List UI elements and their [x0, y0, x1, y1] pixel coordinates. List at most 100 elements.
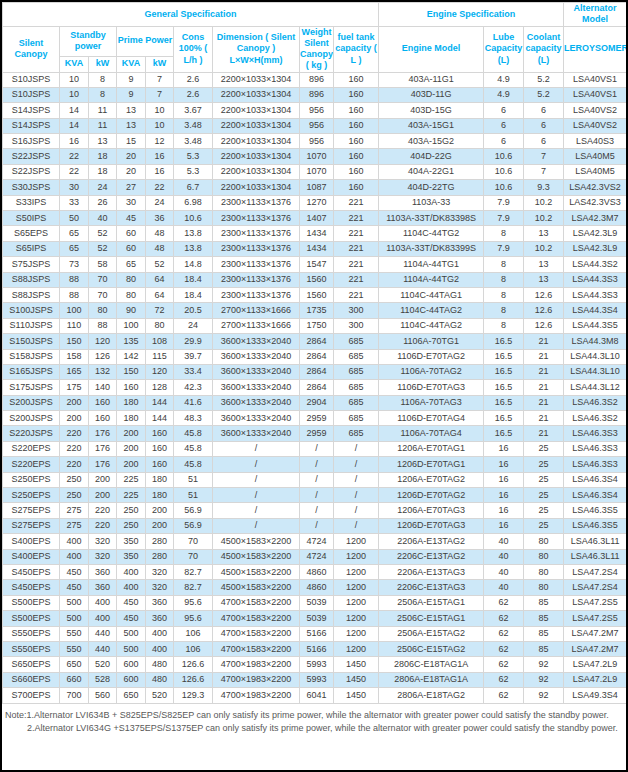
model-link[interactable]: S220EPS	[3, 441, 60, 456]
model-link[interactable]: S88JSPS	[3, 272, 60, 287]
model-link[interactable]: S100JSPS	[3, 303, 60, 318]
table-row: S110JSPS1108810080242700×1133×1666175030…	[3, 318, 627, 333]
cell-dimension: /	[213, 503, 300, 518]
cell-fuel-tank: 685	[334, 364, 379, 379]
cell-fuel-tank: 685	[334, 411, 379, 426]
model-link[interactable]: S33IPS	[3, 195, 60, 210]
model-link[interactable]: S10JSPS	[3, 87, 60, 102]
model-link[interactable]: S250EPS	[3, 488, 60, 503]
cell-engine-model: 1106D-E70TAG2	[379, 349, 484, 364]
cell-coolant-capacity: 25	[524, 457, 564, 472]
cell-weight: 1735	[300, 303, 334, 318]
table-row: S250EPS25020022518051///1206A-E70TAG2162…	[3, 472, 627, 487]
cell-standby-kva: 550	[60, 626, 89, 641]
col-header-coolant: Coolant capacity (L)	[524, 26, 564, 72]
model-link[interactable]: S650EPS	[3, 657, 60, 672]
cell-alternator: LSA42.3L9	[564, 226, 627, 241]
cell-alternator: LSA47.2M7	[564, 626, 627, 641]
cell-weight: 1434	[300, 226, 334, 241]
table-row: S22JSPS221820165.32200×1033×130410701604…	[3, 164, 627, 179]
model-link[interactable]: S660EPS	[3, 672, 60, 687]
cell-weight: 2904	[300, 395, 334, 410]
table-row: S500EPS50040045036095.64700×1583×2200503…	[3, 611, 627, 626]
model-link[interactable]: S400EPS	[3, 549, 60, 564]
model-link[interactable]: S450EPS	[3, 565, 60, 580]
cell-weight: /	[300, 488, 334, 503]
model-link[interactable]: S200JSPS	[3, 395, 60, 410]
cell-prime-kw: 480	[146, 672, 174, 687]
cell-engine-model: 403A-11G1	[379, 72, 484, 87]
col-header-dimension: Dimension ( Silent Canopy ) L×W×H(mm)	[213, 26, 300, 72]
cell-dimension: 2300×1133×1376	[213, 257, 300, 272]
cell-standby-kw: 176	[89, 441, 117, 456]
model-link[interactable]: S50IPS	[3, 211, 60, 226]
model-link[interactable]: S14JSPS	[3, 118, 60, 133]
cell-dimension: 2200×1033×1304	[213, 103, 300, 118]
model-link[interactable]: S220JSPS	[3, 426, 60, 441]
model-link[interactable]: S65EPS	[3, 226, 60, 241]
cell-engine-model: 1206D-E70TAG1	[379, 457, 484, 472]
group-header-alternator: Alternator Model	[564, 3, 627, 27]
model-link[interactable]: S16JSPS	[3, 134, 60, 149]
cell-prime-kw: 160	[146, 426, 174, 441]
cell-fuel-tank: 1200	[334, 641, 379, 656]
model-link[interactable]: S550EPS	[3, 641, 60, 656]
col-header-prime-power: Prime Power	[117, 26, 174, 56]
model-link[interactable]: S110JSPS	[3, 318, 60, 333]
cell-standby-kw: 88	[89, 318, 117, 333]
model-link[interactable]: S158JSPS	[3, 349, 60, 364]
table-row: S400EPS400320350280704500×1583×220047241…	[3, 534, 627, 549]
model-link[interactable]: S250EPS	[3, 472, 60, 487]
cell-fuel-tank: 1450	[334, 657, 379, 672]
cell-standby-kva: 450	[60, 565, 89, 580]
cell-lube-capacity: 8	[484, 287, 524, 302]
model-link[interactable]: S175JSPS	[3, 380, 60, 395]
model-link[interactable]: S450EPS	[3, 580, 60, 595]
model-link[interactable]: S220EPS	[3, 457, 60, 472]
model-link[interactable]: S30JSPS	[3, 180, 60, 195]
model-link[interactable]: S700EPS	[3, 688, 60, 703]
cell-alternator: LSA44.3S2	[564, 257, 627, 272]
cell-dimension: 4500×1583×2200	[213, 580, 300, 595]
cell-engine-model: 403D-15G	[379, 103, 484, 118]
cell-prime-kw: 108	[146, 334, 174, 349]
cell-fuel-tank: 221	[334, 195, 379, 210]
model-link[interactable]: S150JSPS	[3, 334, 60, 349]
cell-coolant-capacity: 85	[524, 611, 564, 626]
model-link[interactable]: S200JSPS	[3, 411, 60, 426]
cell-prime-kw: 200	[146, 518, 174, 533]
cell-dimension: 2200×1033×1304	[213, 164, 300, 179]
cell-standby-kw: 18	[89, 149, 117, 164]
cell-alternator: LSA46.3S2	[564, 411, 627, 426]
model-link[interactable]: S275EPS	[3, 503, 60, 518]
model-link[interactable]: S75JSPS	[3, 257, 60, 272]
cell-coolant-capacity: 13	[524, 272, 564, 287]
model-link[interactable]: S14JSPS	[3, 103, 60, 118]
cell-cons: 18.4	[174, 272, 213, 287]
cell-engine-model: 404D-22TG	[379, 180, 484, 195]
cell-prime-kw: 7	[146, 72, 174, 87]
model-link[interactable]: S275EPS	[3, 518, 60, 533]
cell-standby-kw: 120	[89, 334, 117, 349]
cell-prime-kw: 24	[146, 195, 174, 210]
model-link[interactable]: S65IPS	[3, 241, 60, 256]
cell-standby-kw: 200	[89, 472, 117, 487]
model-link[interactable]: S88JSPS	[3, 287, 60, 302]
model-link[interactable]: S10JSPS	[3, 72, 60, 87]
model-link[interactable]: S22JSPS	[3, 164, 60, 179]
col-header-standby-kw: kW	[89, 56, 117, 72]
model-link[interactable]: S500EPS	[3, 611, 60, 626]
model-link[interactable]: S165JSPS	[3, 364, 60, 379]
cell-coolant-capacity: 21	[524, 334, 564, 349]
cell-cons: 45.8	[174, 457, 213, 472]
model-link[interactable]: S500EPS	[3, 595, 60, 610]
cell-fuel-tank: /	[334, 518, 379, 533]
cell-weight: 1750	[300, 318, 334, 333]
cell-coolant-capacity: 21	[524, 411, 564, 426]
cell-lube-capacity: 16.5	[484, 349, 524, 364]
cell-standby-kva: 250	[60, 488, 89, 503]
model-link[interactable]: S400EPS	[3, 534, 60, 549]
model-link[interactable]: S550EPS	[3, 626, 60, 641]
cell-standby-kva: 250	[60, 472, 89, 487]
model-link[interactable]: S22JSPS	[3, 149, 60, 164]
